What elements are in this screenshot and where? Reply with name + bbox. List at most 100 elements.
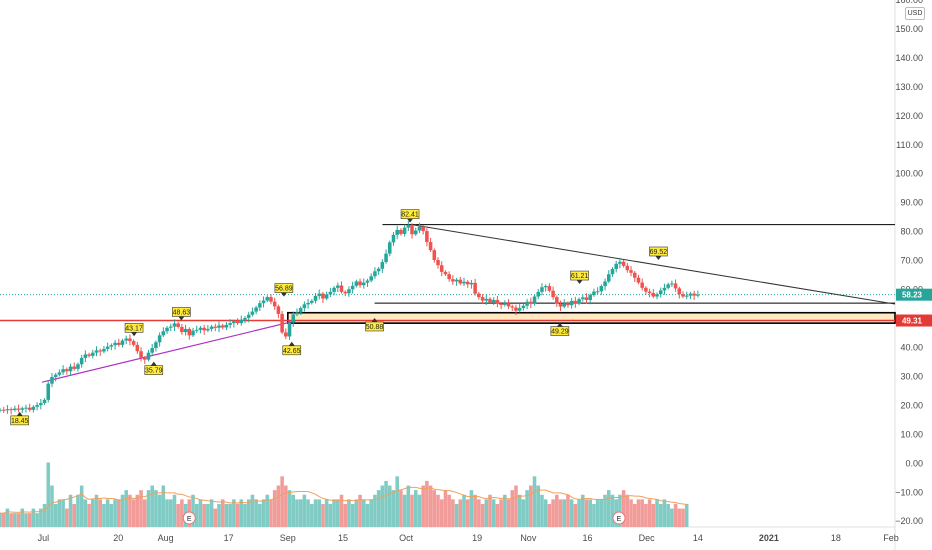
volume-bar [673,503,678,527]
candle-body [540,287,544,292]
volume-bar [224,503,229,527]
currency-badge[interactable]: USD [905,7,925,20]
volume-bar [347,499,351,527]
candle-body [454,279,459,282]
time-axis[interactable]: Jul 20 Aug 17 Sep 15 Oct 19 Nov 16 Dec 14 2021 18 Feb [38,533,899,543]
annotations-layer: 18.45 43.17 35.79 48.63 56.89 42.65 50.88 82.41… [10,209,668,525]
price-tick-label: 70.00 [900,256,923,266]
volume-bar [573,503,578,527]
time-tick-label: 20 [113,533,123,543]
volume-bar [124,490,128,527]
volume-bar [480,503,485,527]
volume-bar [436,494,440,527]
candle-body [655,294,659,297]
candle-body [324,294,329,299]
candle-body [618,261,622,264]
candle-body [280,313,284,333]
candle-body [172,323,177,327]
candle-body [180,326,184,333]
marker-label: 56.89 [275,286,293,293]
time-tick-label: 18 [831,533,841,543]
candle-body [607,274,611,282]
volume-bar [194,503,199,527]
candle-body [399,229,403,234]
candle-body [514,307,518,311]
candle-body [105,346,110,349]
price-marker: 82.41 [400,209,420,223]
volume-bar [206,503,210,527]
candle-body [387,242,392,254]
candle-body [206,328,210,331]
price-tick-label: 120.00 [895,111,923,121]
price-tick-label: 40.00 [900,342,923,352]
candle-body [284,332,288,337]
volume-bar [599,499,604,527]
volume-bar [287,490,292,527]
candle-body [217,325,221,328]
volume-bar [425,480,429,527]
volume-bar [150,485,154,527]
volume-bar [503,494,507,527]
volume-bar [165,499,169,527]
price-tick-label: 30.00 [900,371,923,381]
candle-body [198,327,203,330]
volume-bar [621,490,626,527]
volume-bar [636,499,641,527]
marker-pointer [371,317,378,322]
marker-label: 48.63 [173,309,191,316]
candle-body [131,341,136,345]
marker-box [365,321,384,332]
candle-body [98,350,102,352]
price-marker: 43.17 [124,322,144,337]
volume-bar [228,503,232,527]
candle-body [447,274,451,280]
candle-body [692,293,696,296]
candle-body [120,340,125,345]
candle-body [462,281,466,284]
candle-body [128,338,132,342]
candle-body [588,295,592,300]
volume-bar [499,499,503,527]
price-marker: 61.21 [570,270,589,285]
volume-bar [681,508,685,527]
price-tick-label: 10.00 [900,429,923,439]
candle-body [677,288,682,295]
volume-bar [540,494,544,527]
volume-bar [473,494,477,527]
volume-bar [291,494,296,527]
candle-body [566,303,570,306]
candle-body [35,405,39,407]
candle-body [68,366,73,372]
candle-body [306,302,310,305]
volume-bar [276,485,281,527]
price-axis[interactable]: −20.00−10.000.0010.0020.0030.0040.0050.0… [895,0,932,526]
volume-bar [24,513,28,527]
candle-body [525,301,529,306]
price-tick-label: 160.00 [895,0,923,5]
price-tick-label: −10.00 [895,487,923,497]
volume-bar [451,499,455,527]
candle-body [91,352,95,356]
volume-bar [27,513,32,527]
volume-bar [250,494,255,527]
volume-bar [536,485,541,527]
candle-body [547,286,552,291]
candle-body [384,253,388,263]
candle-body [72,366,77,369]
volume-bar [298,499,303,527]
volume-bar [68,494,73,527]
time-tick-label: Nov [520,533,537,543]
candle-body [87,354,91,356]
candle-body [142,357,147,360]
earnings-icon [612,511,626,525]
candle-body [517,308,522,311]
candle-body [432,250,437,261]
volume-bar [220,499,225,527]
candle-body [317,293,322,296]
volume-bar [380,485,385,527]
candle-body [258,303,262,308]
marker-label: 49.29 [551,329,569,336]
candle-body [9,409,13,411]
candle-body [287,322,292,337]
volume-bar [410,494,414,527]
